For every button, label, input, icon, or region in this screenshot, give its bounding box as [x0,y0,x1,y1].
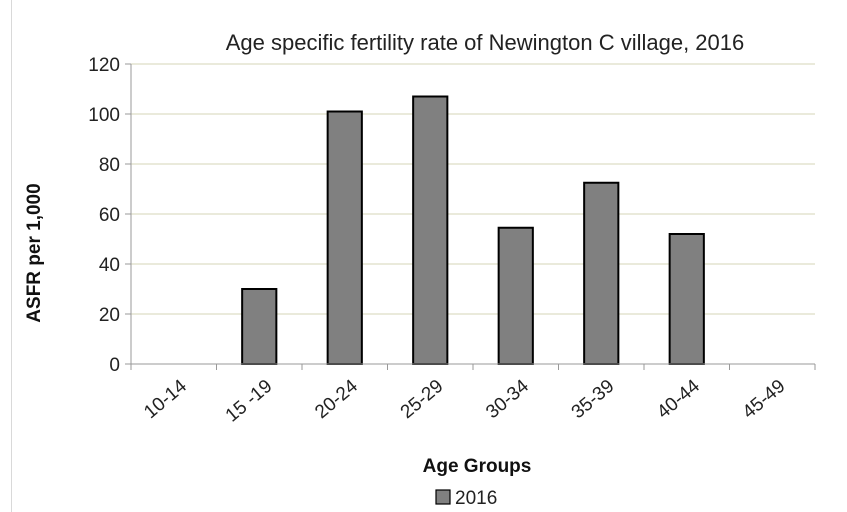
y-tick-label: 100 [88,105,120,126]
x-tick-label: 20-24 [311,375,362,423]
bar-35-39 [583,181,620,365]
chart-title: Age specific fertility rate of Newington… [226,30,744,55]
bar-20-24 [326,110,363,365]
bars [241,95,705,365]
y-tick-labels: 0 20 40 60 80 100 120 [88,55,131,376]
frame-border [11,0,12,512]
bar-30-34 [497,226,534,365]
legend-swatch [435,489,451,505]
x-tick-label: 30-34 [482,375,533,423]
x-tick-label: 40-44 [653,375,704,423]
bar-40-44 [668,233,705,365]
x-tick-label: 35-39 [568,376,619,423]
y-tick-label: 120 [88,55,120,76]
gridlines [131,63,815,315]
legend: 2016 [435,488,497,509]
y-tick-label: 20 [99,305,120,326]
y-tick-label: 80 [99,155,120,176]
x-tick-label: 15 -19 [222,376,277,427]
legend-label: 2016 [455,488,497,509]
bar-25-29 [412,95,449,365]
x-tick-label: 25-29 [397,376,448,423]
y-tick-label: 0 [109,355,120,376]
x-axis-title: Age Groups [423,456,532,477]
y-tick-label: 60 [99,205,120,226]
bar-15-19 [241,288,278,365]
x-tick-label: 45-49 [739,376,790,423]
y-axis-title: ASFR per 1,000 [24,183,45,322]
x-tick-labels: 10-14 15 -19 20-24 25-29 30-34 35-39 40-44 45-4… [130,364,816,427]
y-tick-label: 40 [99,255,120,276]
x-tick-label: 10-14 [140,375,191,423]
